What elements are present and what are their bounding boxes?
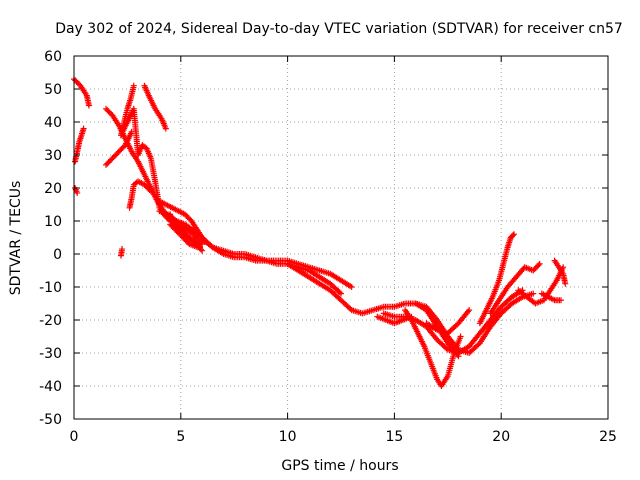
data-point (147, 188, 154, 195)
data-point (130, 82, 137, 89)
series-s20 (423, 307, 473, 337)
data-point (466, 307, 473, 314)
data-point (80, 125, 87, 132)
data-point (558, 297, 565, 304)
x-tick-label: 15 (385, 429, 403, 445)
data-point (85, 102, 92, 109)
data-point (443, 345, 450, 352)
data-point (408, 313, 415, 320)
y-tick-label: 40 (44, 115, 62, 131)
series-s10 (117, 246, 126, 259)
y-tick-label: -20 (39, 313, 62, 329)
data-point (146, 186, 153, 193)
data-point (74, 189, 81, 196)
data-point (535, 262, 542, 269)
data-point (194, 244, 201, 251)
series-s25 (551, 257, 569, 287)
data-point (199, 247, 206, 254)
series-s24 (538, 290, 565, 304)
x-tick-label: 5 (176, 429, 185, 445)
y-axis-label: SDTVAR / TECUs (8, 181, 24, 296)
series-s7 (117, 82, 137, 139)
data-point (119, 246, 126, 253)
series-s5 (103, 128, 135, 168)
y-tick-label: 10 (44, 214, 62, 230)
y-tick-label: 30 (44, 148, 62, 164)
data-point (197, 239, 204, 246)
data-point (336, 289, 343, 296)
data-point (536, 260, 543, 267)
series-s8 (141, 82, 169, 132)
series-s1 (71, 76, 92, 109)
data-point (348, 284, 355, 290)
y-tick-label: -50 (39, 412, 62, 428)
series-s9 (126, 178, 154, 211)
data-point (199, 241, 206, 248)
data-point (530, 290, 537, 297)
data-point (347, 305, 354, 312)
series-s3 (72, 185, 81, 196)
chart-title: Day 302 of 2024, Sidereal Day-to-day VTE… (55, 21, 623, 37)
x-axis-label: GPS time / hours (281, 458, 398, 474)
data-point (511, 231, 518, 238)
y-tick-label: 20 (44, 181, 62, 197)
data-point (162, 125, 169, 132)
series-s19 (374, 313, 415, 327)
y-tick-label: 60 (44, 49, 62, 65)
x-tick-label: 10 (279, 429, 297, 445)
grid (74, 56, 608, 419)
data-points (71, 76, 569, 389)
data-point (457, 333, 464, 340)
y-tick-label: -30 (39, 346, 62, 362)
x-tick-label: 20 (492, 429, 510, 445)
x-tick-label: 0 (70, 429, 79, 445)
x-tick-label: 25 (599, 429, 617, 445)
series-s22 (487, 260, 543, 317)
y-tick-label: 50 (44, 82, 62, 98)
series-s15 (284, 260, 462, 360)
plot-frame (73, 55, 609, 420)
series-s14 (167, 221, 201, 251)
data-point (562, 280, 569, 287)
series-s21 (476, 231, 518, 327)
y-tick-label: 0 (53, 247, 62, 263)
y-tick-label: -10 (39, 280, 62, 296)
y-tick-label: -40 (39, 379, 62, 395)
axis-ticks: 0 5 10 15 20 25 -50 -40 -30 -20 -10 0 10 20 30 40 50 60 (39, 49, 617, 445)
series-s11 (156, 198, 355, 290)
series-s2 (72, 125, 87, 165)
data-point (338, 290, 344, 297)
data-point (509, 232, 516, 239)
